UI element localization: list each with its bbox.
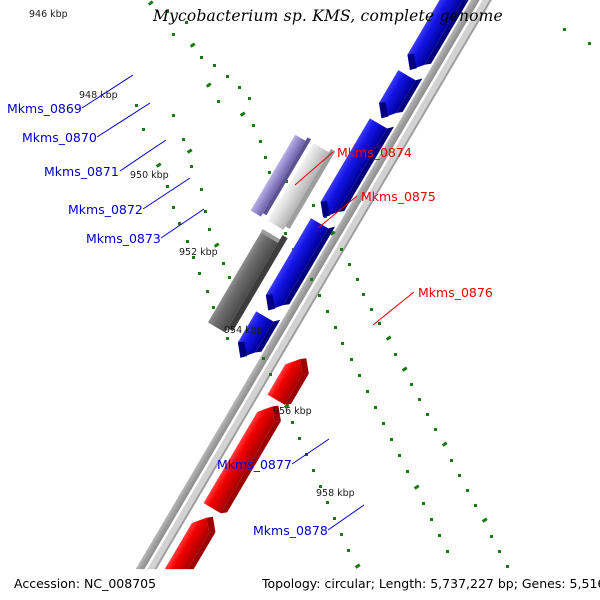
- gene-label-text[interactable]: Mkms_0871: [44, 164, 119, 179]
- callout-mkms-0878[interactable]: Mkms_0878: [253, 504, 365, 538]
- gc-marker-arc: [135, 0, 591, 598]
- callout-mkms-0873[interactable]: Mkms_0873: [86, 208, 205, 246]
- accession-text: Accession: NC_008705: [14, 576, 157, 591]
- ruler-tick-946: 946 kbp: [29, 9, 68, 20]
- gene-label-text[interactable]: Mkms_0878: [253, 523, 328, 538]
- ruler-tick-956: 956 kbp: [273, 406, 312, 417]
- status-bar: Accession: NC_008705 Topology: circular;…: [0, 570, 600, 600]
- gene-bar-grey-1[interactable]: [207, 225, 288, 336]
- callout-mkms-0877[interactable]: Mkms_0877: [217, 438, 330, 472]
- ruler-tick-952: 952 kbp: [179, 247, 218, 258]
- callout-mkms-0871[interactable]: Mkms_0871: [44, 139, 167, 179]
- backbone-line-outer: [72, 0, 516, 600]
- gene-label-text[interactable]: Mkms_0877: [217, 457, 292, 472]
- genome-backbone[interactable]: [72, 0, 525, 600]
- gene-arrow-blue-4[interactable]: [260, 214, 336, 318]
- page-title: Mycobacterium sp. KMS, complete genome: [152, 7, 503, 25]
- gene-label-text[interactable]: Mkms_0874: [337, 145, 412, 160]
- gene-label-text[interactable]: Mkms_0876: [418, 285, 493, 300]
- gene-bar-lavender[interactable]: [250, 131, 312, 218]
- callout-mkms-0872[interactable]: Mkms_0872: [68, 177, 191, 217]
- backbone-line-inner: [80, 0, 523, 600]
- gene-label-text[interactable]: Mkms_0873: [86, 231, 161, 246]
- gene-label-text[interactable]: Mkms_0869: [7, 101, 82, 116]
- gene-arrow-blue-3[interactable]: [315, 114, 394, 225]
- gene-arrow-red-2[interactable]: [203, 398, 287, 516]
- gene-label-text[interactable]: Mkms_0872: [68, 202, 143, 217]
- ruler-tick-950: 950 kbp: [130, 170, 169, 181]
- callout-mkms-0874[interactable]: Mkms_0874: [294, 145, 412, 186]
- gene-bar-lightgrey[interactable]: [267, 140, 336, 233]
- genome-summary-text: Topology: circular; Length: 5,737,227 bp…: [262, 576, 600, 591]
- ruler-tick-958: 958 kbp: [316, 488, 355, 499]
- gene-arrow-blue-2[interactable]: [373, 66, 423, 126]
- callout-mkms-0869[interactable]: Mkms_0869: [7, 74, 134, 116]
- gene-arrow-red-1[interactable]: [267, 351, 314, 408]
- callout-mkms-0875[interactable]: Mkms_0875: [317, 189, 436, 229]
- gene-arrow-blue-5[interactable]: [232, 307, 281, 365]
- gene-label-callouts[interactable]: Mkms_0869 Mkms_0870 Mkms_0871 Mkms_0872 …: [7, 74, 493, 538]
- gene-arrow-blue-1[interactable]: [401, 0, 505, 78]
- ruler-tick-954: 954 kbp: [224, 325, 263, 336]
- callout-mkms-0876[interactable]: Mkms_0876: [372, 285, 493, 326]
- backbone-line-inner-edge: [86, 0, 525, 600]
- ruler-tick-948: 948 kbp: [79, 90, 118, 101]
- gene-label-text[interactable]: Mkms_0870: [22, 130, 97, 145]
- callout-mkms-0870[interactable]: Mkms_0870: [22, 102, 151, 145]
- gene-label-text[interactable]: Mkms_0875: [361, 189, 436, 204]
